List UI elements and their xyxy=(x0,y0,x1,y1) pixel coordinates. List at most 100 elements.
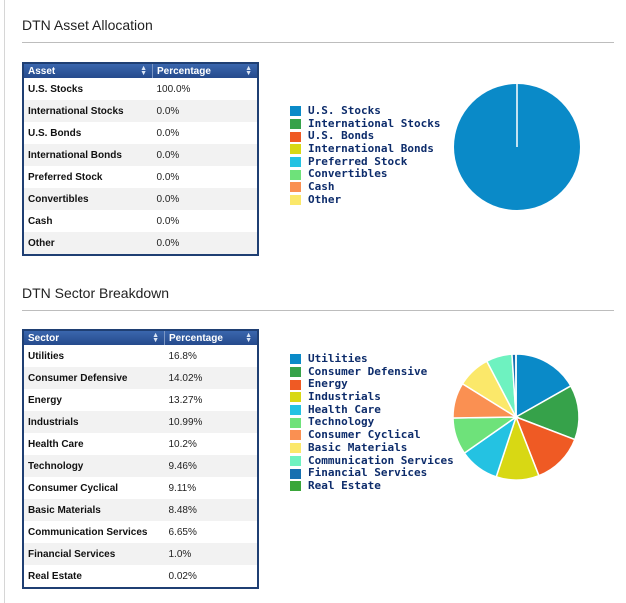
legend-label: Communication Services xyxy=(308,453,454,467)
legend-item: Industrials xyxy=(290,390,454,404)
legend-item: Energy xyxy=(290,378,454,391)
asset-chart-legend: U.S. Stocks International Stocks U.S. Bond… xyxy=(290,104,441,207)
legend-item: International Stocks xyxy=(290,116,441,131)
table-row: Health Care 10.2% xyxy=(23,433,258,455)
sector-section-title: DTN Sector Breakdown xyxy=(22,285,170,301)
row-label: Communication Services xyxy=(23,521,165,543)
row-percentage: 0.0% xyxy=(152,188,258,210)
legend-swatch xyxy=(290,405,301,416)
legend-item: Consumer Defensive xyxy=(290,364,454,379)
sort-icon[interactable]: ▲ ▼ xyxy=(140,65,147,77)
table-row: Cash 0.0% xyxy=(23,210,258,232)
table-row: Basic Materials 8.48% xyxy=(23,499,258,521)
legend-label: International Stocks xyxy=(308,116,441,130)
row-percentage: 1.0% xyxy=(164,543,258,565)
asset-pie-chart xyxy=(454,84,580,210)
legend-swatch xyxy=(290,144,301,155)
row-percentage: 0.0% xyxy=(152,122,258,144)
table-row: Real Estate 0.02% xyxy=(23,565,258,588)
legend-swatch xyxy=(290,195,301,206)
row-label: Preferred Stock xyxy=(23,166,153,188)
sort-icon[interactable]: ▲ ▼ xyxy=(152,332,159,344)
sector-column-header[interactable]: Sector ▲ ▼ xyxy=(23,330,165,345)
table-row: Communication Services 6.65% xyxy=(23,521,258,543)
table-row: Other 0.0% xyxy=(23,232,258,255)
legend-swatch xyxy=(290,443,301,454)
row-percentage: 9.11% xyxy=(164,477,258,499)
row-label: Health Care xyxy=(23,433,165,455)
legend-item: Consumer Cyclical xyxy=(290,428,454,442)
legend-swatch xyxy=(290,379,301,390)
row-label: Convertibles xyxy=(23,188,153,210)
sector-pie-chart xyxy=(452,353,580,481)
row-percentage: 10.2% xyxy=(164,433,258,455)
legend-swatch xyxy=(290,182,301,193)
table-row: Consumer Defensive 14.02% xyxy=(23,367,258,389)
legend-label: Health Care xyxy=(308,402,381,416)
legend-item: Preferred Stock xyxy=(290,155,440,169)
row-percentage: 0.0% xyxy=(152,144,258,166)
row-label: U.S. Stocks xyxy=(23,78,153,100)
legend-swatch xyxy=(290,106,301,117)
asset-column-header[interactable]: Asset ▲ ▼ xyxy=(23,63,153,78)
legend-swatch xyxy=(290,169,301,180)
row-label: Cash xyxy=(23,210,153,232)
legend-swatch xyxy=(290,157,301,168)
asset-section-title: DTN Asset Allocation xyxy=(22,17,153,33)
row-percentage: 14.02% xyxy=(164,367,258,389)
pie-slice xyxy=(515,353,572,419)
row-percentage: 6.65% xyxy=(164,521,258,543)
table-row: International Bonds 0.0% xyxy=(23,144,258,166)
legend-label: Energy xyxy=(308,377,348,391)
percentage-column-header[interactable]: Percentage ▲ ▼ xyxy=(152,63,258,78)
table-row: Financial Services 1.0% xyxy=(23,543,258,565)
legend-label: International Bonds xyxy=(308,142,434,156)
legend-item: Utilities xyxy=(290,352,454,366)
sector-breakdown-table: Sector ▲ ▼ Percentage ▲ ▼ Utilities 16.8% Cons… xyxy=(22,329,259,589)
legend-swatch xyxy=(290,468,301,479)
row-label: Consumer Defensive xyxy=(23,367,165,389)
legend-item: U.S. Bonds xyxy=(290,130,440,143)
legend-swatch xyxy=(290,455,301,466)
asset-allocation-table: Asset ▲ ▼ Percentage ▲ ▼ U.S. Stocks 100.0% In… xyxy=(22,62,259,256)
legend-swatch xyxy=(290,119,301,130)
row-label: Financial Services xyxy=(23,543,165,565)
legend-item: International Bonds xyxy=(290,142,440,156)
legend-swatch xyxy=(290,354,301,365)
legend-item: Financial Services xyxy=(290,466,454,480)
legend-item: Basic Materials xyxy=(290,441,454,455)
legend-swatch xyxy=(290,481,301,492)
table-row: Convertibles 0.0% xyxy=(23,188,258,210)
table-row: Technology 9.46% xyxy=(23,455,258,477)
legend-item: Other xyxy=(290,192,440,207)
row-label: Basic Materials xyxy=(23,499,165,521)
sort-icon[interactable]: ▲ ▼ xyxy=(245,332,252,344)
legend-label: Cash xyxy=(308,180,335,194)
legend-label: Consumer Cyclical xyxy=(308,428,421,442)
row-percentage: 0.0% xyxy=(152,232,258,255)
legend-swatch xyxy=(290,392,301,403)
row-percentage: 13.27% xyxy=(164,389,258,411)
table-row: International Stocks 0.0% xyxy=(23,100,258,122)
sector-chart-legend: Utilities Consumer Defensive Energy Industr… xyxy=(290,352,454,493)
legend-item: Health Care xyxy=(290,402,454,417)
table-row: Utilities 16.8% xyxy=(23,345,258,367)
legend-swatch xyxy=(290,367,301,378)
sort-icon[interactable]: ▲ ▼ xyxy=(245,65,252,77)
sector-section-divider xyxy=(22,310,614,311)
left-border xyxy=(4,0,5,603)
table-row: Industrials 10.99% xyxy=(23,411,258,433)
legend-swatch xyxy=(290,430,301,441)
row-label: Technology xyxy=(23,455,165,477)
legend-label: Other xyxy=(308,192,342,206)
legend-item: Technology xyxy=(290,416,454,429)
percentage-column-header[interactable]: Percentage ▲ ▼ xyxy=(164,330,258,345)
legend-swatch xyxy=(290,417,301,428)
row-percentage: 0.0% xyxy=(152,210,258,232)
row-label: Utilities xyxy=(23,345,165,367)
legend-label: Consumer Defensive xyxy=(308,364,428,378)
row-percentage: 8.48% xyxy=(164,499,258,521)
legend-item: Real Estate xyxy=(290,479,454,493)
row-percentage: 0.0% xyxy=(152,100,258,122)
table-row: U.S. Stocks 100.0% xyxy=(23,78,258,100)
